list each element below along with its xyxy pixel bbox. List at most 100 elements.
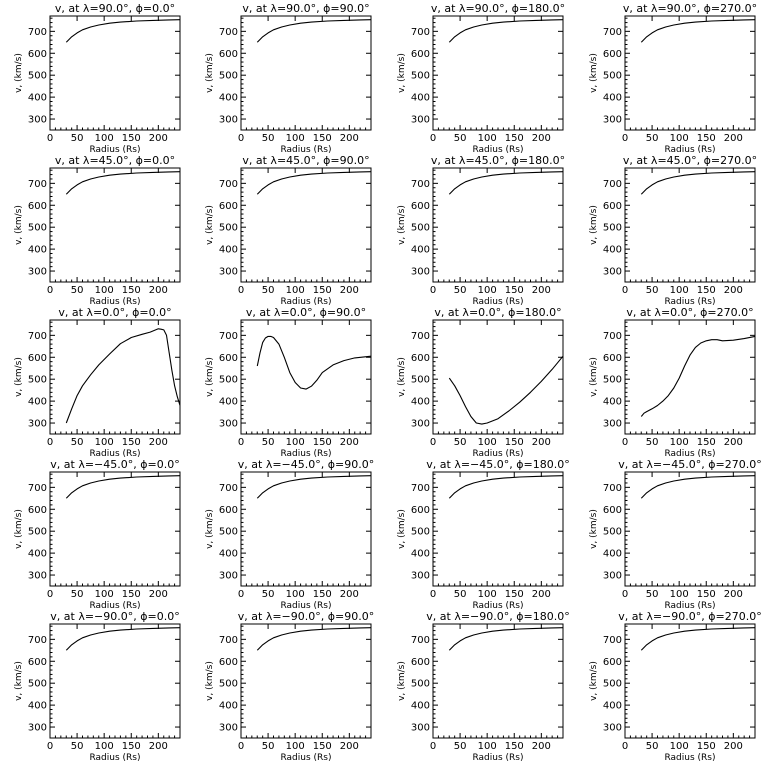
panel: v, at λ=−90.0°, ϕ=270.0° 0 50 100 150 200 300 4… [589,610,762,763]
x-tick-label: 50 [646,589,659,600]
y-tick-label: 300 [603,571,622,582]
y-tick-label: 700 [28,483,47,494]
x-tick-label: 150 [122,741,141,752]
y-tick-label: 600 [603,505,622,516]
y-tick-label: 700 [603,483,622,494]
x-tick-label: 100 [286,741,305,752]
x-tick-label: 200 [340,133,359,144]
x-tick-label: 0 [47,741,53,752]
y-tick-label: 600 [411,657,430,668]
y-axis-label: v, (km/s) [14,509,24,549]
panel-title: v, at λ=−45.0°, ϕ=90.0° [238,458,374,471]
y-axis-label: v, (km/s) [397,357,407,397]
x-tick-label: 0 [430,589,436,600]
series-line [640,475,756,499]
y-axis-label: v, (km/s) [589,357,599,397]
panel: v, at λ=0.0°, ϕ=270.0° 0 50 100 150 200 300 400… [589,306,756,459]
y-tick-label: 500 [411,527,430,538]
x-tick-label: 50 [262,285,275,296]
x-tick-label: 100 [670,741,689,752]
panel-title: v, at λ=90.0°, ϕ=0.0° [55,2,175,15]
y-tick-label: 400 [28,245,47,256]
panel: v, at λ=−90.0°, ϕ=0.0° 0 50 100 150 200 300 400… [14,610,181,763]
y-tick-label: 400 [603,549,622,560]
x-axis-label: Radius (Rs) [89,449,140,459]
x-tick-label: 200 [149,285,168,296]
panel-title: v, at λ=0.0°, ϕ=90.0° [246,306,366,319]
x-tick-label: 0 [47,285,53,296]
x-tick-label: 150 [122,589,141,600]
y-tick-label: 300 [603,267,622,278]
panel: v, at λ=−45.0°, ϕ=90.0° 0 50 100 150 200 300 40… [205,458,374,611]
y-tick-label: 500 [603,71,622,82]
panel-title: v, at λ=−45.0°, ϕ=0.0° [50,458,179,471]
y-axis-label: v, (km/s) [589,205,599,245]
x-tick-label: 150 [313,285,332,296]
y-tick-label: 600 [28,505,47,516]
x-axis-label: Radius (Rs) [664,449,715,459]
series-line [448,171,564,195]
plot-frame [432,471,564,587]
x-tick-label: 200 [532,133,551,144]
x-tick-label: 150 [505,133,524,144]
panel: v, at λ=45.0°, ϕ=90.0° 0 50 100 150 200 300 400… [205,154,372,307]
series-line [256,335,372,390]
series-line [256,475,372,499]
x-tick-label: 50 [71,741,84,752]
y-tick-label: 400 [219,549,238,560]
x-tick-label: 0 [238,133,244,144]
y-tick-label: 300 [219,267,238,278]
x-tick-label: 100 [95,133,114,144]
y-tick-label: 400 [219,701,238,712]
x-tick-label: 200 [532,589,551,600]
x-tick-label: 200 [724,741,743,752]
y-tick-label: 700 [603,179,622,190]
panel-title: v, at λ=−45.0°, ϕ=180.0° [426,458,569,471]
series-line [448,19,564,43]
plot-frame [49,167,181,283]
y-tick-label: 500 [28,679,47,690]
y-tick-label: 400 [411,397,430,408]
y-tick-label: 600 [603,657,622,668]
series-line [448,355,564,425]
panel: v, at λ=45.0°, ϕ=180.0° 0 50 100 150 200 300 40… [397,154,565,307]
y-tick-label: 600 [603,49,622,60]
y-tick-label: 500 [411,223,430,234]
x-tick-label: 200 [724,437,743,448]
y-tick-label: 700 [603,27,622,38]
series-line [256,171,372,195]
x-tick-label: 100 [95,437,114,448]
x-tick-label: 0 [47,133,53,144]
y-axis-label: v, (km/s) [205,357,215,397]
x-tick-label: 100 [478,285,497,296]
series-line [65,627,181,651]
y-tick-label: 400 [603,93,622,104]
y-tick-label: 700 [219,27,238,38]
y-tick-label: 300 [603,723,622,734]
x-tick-label: 50 [454,741,467,752]
y-tick-label: 300 [28,571,47,582]
x-tick-label: 0 [430,437,436,448]
x-tick-label: 0 [622,437,628,448]
series-line [256,19,372,43]
x-tick-label: 200 [532,285,551,296]
x-tick-label: 100 [670,589,689,600]
y-axis-label: v, (km/s) [205,509,215,549]
y-tick-label: 400 [28,397,47,408]
y-tick-label: 500 [219,223,238,234]
y-tick-label: 400 [603,245,622,256]
y-tick-label: 700 [219,483,238,494]
plot-frame [49,15,181,131]
y-tick-label: 300 [28,723,47,734]
x-tick-label: 100 [478,741,497,752]
panel: v, at λ=−90.0°, ϕ=90.0° 0 50 100 150 200 300 40… [205,610,374,763]
y-tick-label: 700 [219,179,238,190]
series-line [65,328,181,424]
y-tick-label: 400 [219,93,238,104]
x-tick-label: 200 [724,589,743,600]
x-axis-label: Radius (Rs) [280,449,331,459]
plot-frame [624,167,756,283]
x-tick-label: 50 [262,133,275,144]
y-tick-label: 300 [411,115,430,126]
series-line [256,627,372,651]
